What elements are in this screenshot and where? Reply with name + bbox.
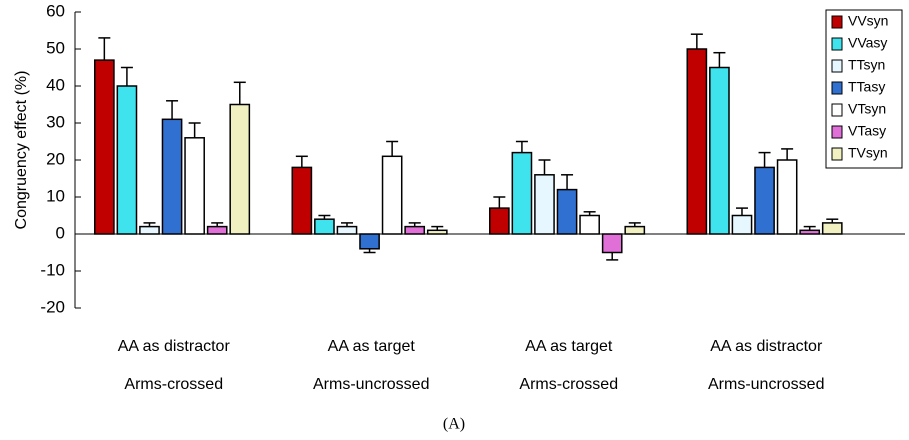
bar bbox=[185, 138, 204, 234]
y-tick-label: 60 bbox=[46, 1, 65, 20]
y-tick-label: 20 bbox=[46, 149, 65, 168]
bar bbox=[140, 227, 159, 234]
legend-label: VVasy bbox=[848, 35, 887, 51]
x-tick-label: AA as distractor bbox=[710, 338, 823, 355]
legend-swatch bbox=[832, 126, 842, 138]
bar bbox=[710, 68, 729, 235]
x-tick-sublabel: Arms-crossed bbox=[124, 376, 223, 393]
bar bbox=[117, 86, 136, 234]
x-tick-label: AA as distractor bbox=[118, 338, 231, 355]
bar bbox=[208, 227, 227, 234]
bar bbox=[315, 219, 334, 234]
chart: Congruency effect (%) (A) -20 -10 0 10 20 30 4… bbox=[0, 0, 909, 440]
bar bbox=[687, 49, 706, 234]
bar bbox=[800, 230, 819, 234]
legend-swatch bbox=[832, 104, 842, 116]
bar bbox=[490, 208, 509, 234]
bar bbox=[823, 223, 842, 234]
x-tick-label: AA as target bbox=[328, 338, 416, 355]
bar bbox=[292, 167, 311, 234]
x-tick-sublabel: Arms-uncrossed bbox=[708, 376, 824, 393]
y-tick-label: 0 bbox=[56, 223, 65, 242]
bar bbox=[603, 234, 622, 253]
caption: (A) bbox=[443, 416, 465, 433]
bar bbox=[535, 175, 554, 234]
bar bbox=[95, 60, 114, 234]
bar bbox=[230, 105, 249, 235]
legend-label: VTasy bbox=[848, 123, 886, 139]
x-tick-sublabel: Arms-crossed bbox=[519, 376, 618, 393]
bar bbox=[778, 160, 797, 234]
bar bbox=[428, 230, 447, 234]
y-tick-label: 40 bbox=[46, 75, 65, 94]
bar bbox=[755, 167, 774, 234]
legend-label: VTsyn bbox=[848, 101, 886, 117]
y-tick-label: 10 bbox=[46, 186, 65, 205]
bar bbox=[383, 156, 402, 234]
legend-label: TVsyn bbox=[848, 145, 888, 161]
bar bbox=[162, 119, 181, 234]
legend-label: VVsyn bbox=[848, 13, 888, 29]
y-axis-label: Congruency effect (%) bbox=[13, 71, 30, 230]
x-tick-sublabel: Arms-uncrossed bbox=[313, 376, 429, 393]
y-tick-label: -20 bbox=[40, 297, 65, 316]
bar bbox=[337, 227, 356, 234]
y-tick-label: -10 bbox=[40, 260, 65, 279]
legend-swatch bbox=[832, 60, 842, 72]
bar bbox=[580, 216, 599, 235]
legend-swatch bbox=[832, 38, 842, 50]
x-tick-label: AA as target bbox=[525, 338, 613, 355]
bar bbox=[512, 153, 531, 234]
legend-swatch bbox=[832, 16, 842, 28]
bar bbox=[360, 234, 379, 249]
bar bbox=[405, 227, 424, 234]
bar bbox=[557, 190, 576, 234]
legend-swatch bbox=[832, 82, 842, 94]
y-tick-label: 50 bbox=[46, 38, 65, 57]
legend-label: TTasy bbox=[848, 79, 885, 95]
bar bbox=[732, 216, 751, 235]
legend-label: TTsyn bbox=[848, 57, 885, 73]
y-tick-label: 30 bbox=[46, 112, 65, 131]
bar bbox=[625, 227, 644, 234]
legend-swatch bbox=[832, 148, 842, 160]
